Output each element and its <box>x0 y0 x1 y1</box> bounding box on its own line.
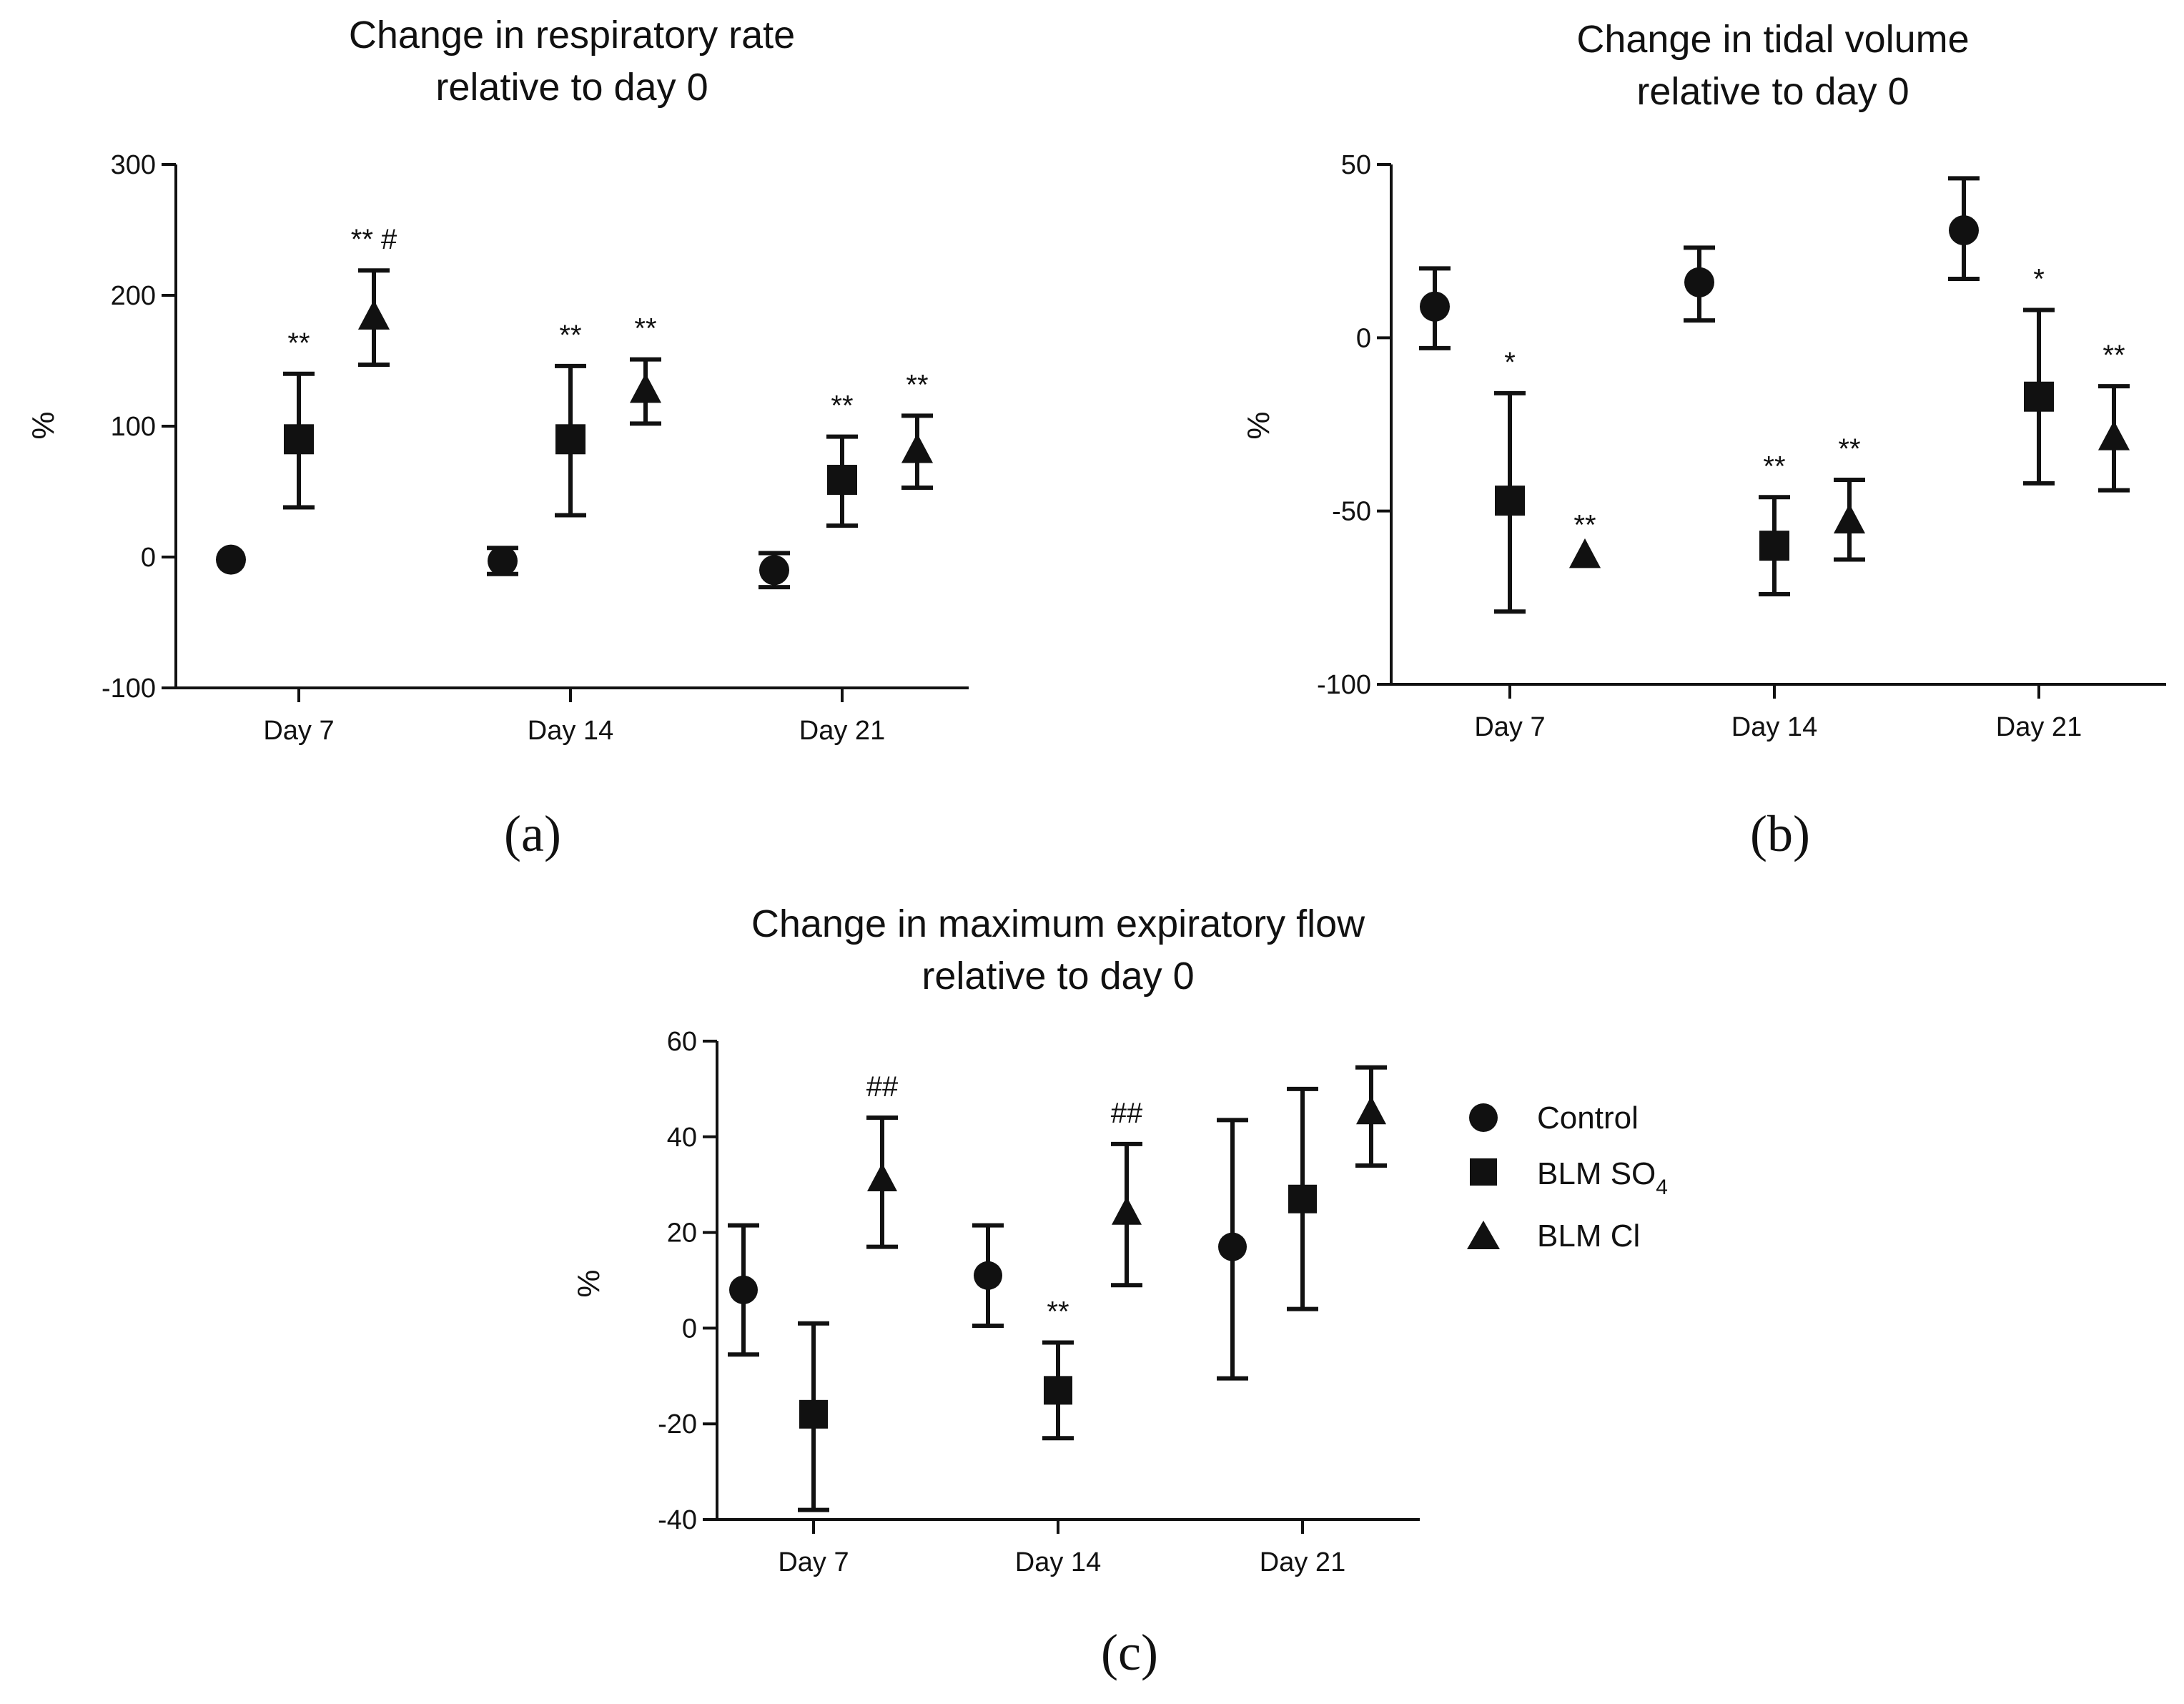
panel-a-plot-area: -100 0 100 200 300 Day 7 Day 14 Day 21 ** ** # ** *… <box>102 150 969 746</box>
legend-triangle-marker <box>1467 1221 1500 1249</box>
panel-b-y-tick-label: 0 <box>1356 323 1371 353</box>
panel-a-significance-annotation: ** <box>287 327 310 359</box>
panel-a-title-line-1: Change in respiratory rate <box>349 14 795 56</box>
panel-c-blm-so4-point <box>1044 1376 1072 1405</box>
legend-circle-marker <box>1469 1103 1498 1132</box>
panel-b-significance-annotation: * <box>1504 347 1516 378</box>
panel-c-x-tick-label: Day 7 <box>778 1547 849 1577</box>
panel-c-y-tick-label: 0 <box>682 1314 697 1344</box>
panel-c-y-tick-label: -40 <box>658 1505 697 1535</box>
panel-b-title-line-1: Change in tidal volume <box>1576 18 1969 61</box>
panel-c-y-tick-label: -20 <box>658 1409 697 1439</box>
panel-c-control-point <box>729 1275 758 1304</box>
panel-a-y-tick-label: -100 <box>102 674 156 704</box>
panel-b-x-tick-label: Day 21 <box>1996 712 2082 742</box>
panel-b-x-tick-label: Day 7 <box>1474 712 1545 742</box>
panel-b-blm-so4-point <box>2024 381 2054 412</box>
panel-b-significance-annotation: * <box>2033 264 2045 295</box>
panel-c-control-point <box>974 1261 1002 1290</box>
panel-c-label: (c) <box>1101 1624 1158 1681</box>
panel-b-blm-cl-point <box>1568 538 1601 568</box>
panel-b-y-tick-label: -50 <box>1332 497 1371 527</box>
legend: Control BLM SO4 BLM Cl <box>1467 1100 1668 1254</box>
panel-a-blm-cl-point <box>357 300 390 330</box>
panel-b-blm-cl-point <box>1833 503 1866 533</box>
legend-square-marker <box>1470 1158 1497 1186</box>
panel-b-blm-cl-point <box>2097 420 2130 450</box>
panel-b-significance-annotation: ** <box>2103 340 2125 371</box>
panel-b-significance-annotation: ** <box>1838 433 1860 465</box>
panel-c-y-tick-label: 60 <box>667 1027 697 1057</box>
panel-c-significance-annotation: ## <box>866 1071 899 1103</box>
panel-c-y-axis-label: % <box>571 1269 606 1297</box>
panel-c-blm-cl-point <box>867 1163 897 1191</box>
panel-c-significance-annotation: ## <box>1111 1098 1143 1129</box>
panel-b-control-point <box>1420 291 1450 322</box>
panel-a-significance-annotation: ** # <box>351 224 397 255</box>
panel-c-significance-annotation: ** <box>1047 1296 1069 1327</box>
panel-b-label: (b) <box>1750 805 1810 862</box>
panel-a-significance-annotation: ** <box>559 320 581 351</box>
panel-a-control-point <box>759 555 789 586</box>
panel-c-plot-area: -40 -20 0 20 40 60 Day 7 Day 14 Day 21 ## ** ## <box>658 1027 1420 1577</box>
panel-b-y-axis-label: % <box>1241 411 1276 439</box>
panel-c-title-line-1: Change in maximum expiratory flow <box>751 902 1365 945</box>
legend-label-blm-so4-main: BLM SO <box>1537 1156 1656 1191</box>
panel-c-y-tick-label: 20 <box>667 1218 697 1249</box>
panel-a-x-tick-label: Day 21 <box>799 716 885 746</box>
panel-c-x-tick-label: Day 14 <box>1015 1547 1101 1577</box>
legend-label-blm-cl: BLM Cl <box>1537 1218 1640 1254</box>
panel-a-y-tick-label: 200 <box>111 281 156 311</box>
panel-b-control-point <box>1949 215 1979 246</box>
panel-a-significance-annotation: ** <box>634 313 656 345</box>
panel-c-chart: Change in maximum expiratory flow relati… <box>571 902 1420 1681</box>
panel-a-blm-so4-point <box>555 424 585 455</box>
panel-a-blm-cl-point <box>629 373 662 403</box>
panel-b-significance-annotation: ** <box>1763 450 1785 482</box>
panel-a-label: (a) <box>504 805 561 862</box>
panel-b-blm-so4-point <box>1759 531 1789 561</box>
panel-a-significance-annotation: ** <box>831 390 853 422</box>
panel-a-y-axis-label: % <box>26 411 61 439</box>
panel-a-blm-cl-point <box>901 433 934 463</box>
panel-a-control-point <box>488 546 518 576</box>
panel-b-chart: Change in tidal volume relative to day 0… <box>1241 18 2166 862</box>
legend-label-blm-so4-subscript: 4 <box>1656 1176 1668 1199</box>
panel-c-y-tick-label: 40 <box>667 1123 697 1153</box>
legend-label-control: Control <box>1537 1100 1639 1136</box>
panel-b-significance-annotation: ** <box>1573 510 1596 541</box>
panel-c-control-point <box>1218 1232 1247 1261</box>
panel-c-blm-so4-point <box>799 1399 828 1429</box>
panel-b-x-tick-label: Day 14 <box>1731 712 1817 742</box>
panel-c-blm-cl-point <box>1112 1196 1142 1225</box>
panel-a-x-tick-label: Day 7 <box>263 716 334 746</box>
panel-a-x-tick-label: Day 14 <box>528 716 613 746</box>
panel-a-chart: Change in respiratory rate relative to d… <box>26 14 969 862</box>
panel-a-y-tick-label: 300 <box>111 150 156 180</box>
panel-a-significance-annotation: ** <box>906 369 928 400</box>
panel-b-title-line-2: relative to day 0 <box>1636 70 1909 113</box>
panel-a-title-line-2: relative to day 0 <box>435 66 708 109</box>
panel-a-y-tick-label: 0 <box>141 543 156 573</box>
panel-b-y-tick-label: 50 <box>1341 150 1371 180</box>
panel-a-y-tick-label: 100 <box>111 412 156 442</box>
panel-c-title-line-2: relative to day 0 <box>921 955 1194 998</box>
panel-b-y-tick-label: -100 <box>1317 670 1371 700</box>
panel-b-blm-so4-point <box>1495 486 1525 516</box>
panel-c-x-tick-label: Day 21 <box>1260 1547 1345 1577</box>
panel-a-blm-so4-point <box>827 465 857 496</box>
legend-label-blm-so4: BLM SO4 <box>1537 1156 1668 1199</box>
panel-c-blm-cl-point <box>1356 1095 1386 1125</box>
panel-c-blm-so4-point <box>1288 1184 1317 1213</box>
panel-a-blm-so4-point <box>284 424 314 455</box>
panel-a-control-point <box>216 544 246 575</box>
panel-b-control-point <box>1684 267 1714 297</box>
